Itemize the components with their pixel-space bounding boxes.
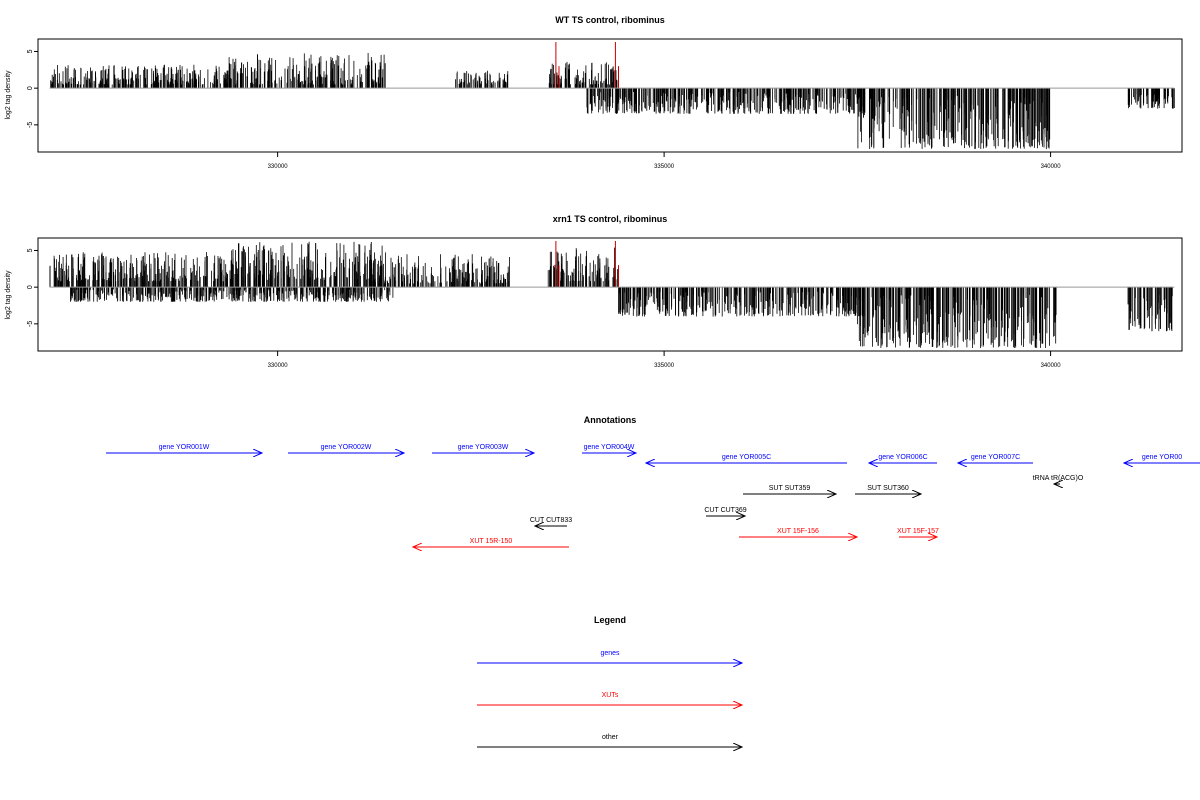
panel-xrn1-bars xyxy=(49,241,1173,348)
panel-xrn1: xrn1 TS control, ribominus -5 0 5 330000 335… xyxy=(5,214,1183,369)
feature-label: CUT CUT369 xyxy=(704,507,746,514)
legend-label: XUTs xyxy=(602,692,619,699)
feature-label: gene YOR002W xyxy=(321,444,372,451)
x-tick-label: 330000 xyxy=(268,164,289,170)
feature-label: XUT 15F-157 xyxy=(897,528,939,535)
panel-xrn1-ylabel: log2 tag density xyxy=(5,270,12,320)
y-tick-label: 0 xyxy=(27,86,34,90)
panel-xrn1-axes: -5 0 5 330000 335000 340000 xyxy=(27,237,1183,369)
x-tick-label: 335000 xyxy=(654,164,675,170)
y-tick-label: -5 xyxy=(27,122,34,128)
x-tick-label: 340000 xyxy=(1041,363,1062,369)
x-tick-label: 330000 xyxy=(268,363,289,369)
feature-label: XUT 15F-156 xyxy=(777,528,819,535)
feature-label: SUT SUT360 xyxy=(867,485,909,492)
annotations-title: Annotations xyxy=(584,415,637,425)
feature-label: gene YOR004W xyxy=(584,444,635,451)
panel-xrn1-frame xyxy=(37,237,1183,352)
feature-label: CUT CUT833 xyxy=(530,517,572,524)
y-tick-label: 5 xyxy=(27,248,34,252)
legend-label: other xyxy=(602,734,619,741)
y-tick-label: 0 xyxy=(27,285,34,289)
x-tick-label: 340000 xyxy=(1041,164,1062,170)
legend-title: Legend xyxy=(594,615,626,625)
panel-wt-frame xyxy=(37,38,1183,153)
feature-label: gene YOR003W xyxy=(458,444,509,451)
feature-label: gene YOR005C xyxy=(722,454,771,461)
feature-label: gene YOR006C xyxy=(878,454,927,461)
feature-label: tRNA tR(ACG)O xyxy=(1033,475,1084,482)
panel-xrn1-title: xrn1 TS control, ribominus xyxy=(553,214,668,224)
panel-wt-ylabel: log2 tag density xyxy=(5,70,12,120)
panel-wt-axes: -5 0 5 330000 335000 340000 xyxy=(27,38,1183,170)
y-tick-label: 5 xyxy=(27,49,34,53)
panel-wt: WT TS control, ribominus -5 0 5 330000 33500… xyxy=(5,15,1183,170)
annotations-track: Annotations gene YOR001W gene YOR002W gene… xyxy=(106,415,1200,547)
feature-label: gene YOR00 xyxy=(1142,454,1182,461)
panel-wt-title: WT TS control, ribominus xyxy=(555,15,665,25)
legend-label: genes xyxy=(600,650,620,657)
feature-label: SUT SUT359 xyxy=(769,485,811,492)
panel-wt-bars xyxy=(50,42,1175,150)
y-tick-label: -5 xyxy=(27,321,34,327)
feature-label: gene YOR001W xyxy=(159,444,210,451)
x-tick-label: 335000 xyxy=(654,363,675,369)
legend-items: genes XUTs other xyxy=(477,650,742,747)
legend: Legend genes XUTs other xyxy=(477,615,742,747)
feature-label: XUT 15R-150 xyxy=(470,538,513,545)
annotation-features: gene YOR001W gene YOR002W gene YOR003W gene… xyxy=(106,444,1200,547)
feature-label: gene YOR007C xyxy=(971,454,1020,461)
